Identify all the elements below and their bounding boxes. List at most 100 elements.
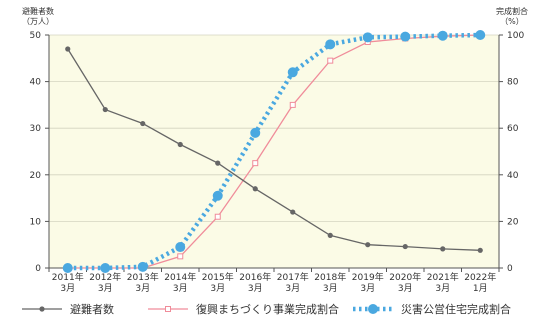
right-tick-label: 80 — [507, 78, 519, 88]
left-tick-label: 30 — [30, 124, 42, 134]
x-tick-label-year: 2021年 — [427, 271, 459, 283]
x-tick-label-year: 2017年 — [277, 271, 309, 283]
x-tick-label-month: 3月 — [398, 283, 413, 294]
x-tick-label-month: 3月 — [435, 283, 450, 294]
x-tick-label-month: 3月 — [173, 283, 188, 294]
left-tick-label: 10 — [30, 217, 42, 227]
x-tick-label-year: 2012年 — [89, 271, 121, 283]
x-tick-label-year: 2014年 — [164, 271, 196, 283]
data-point — [212, 190, 223, 201]
x-tick-labels: 2011年3月2012年3月2013年3月2014年3月2015年3月2016年… — [52, 271, 496, 294]
data-point — [250, 127, 261, 138]
legend: 避難者数 復興まちづくり事業完成割合 災害公営住宅完成割合 — [22, 302, 511, 316]
data-point — [137, 261, 148, 272]
legend-item: 避難者数 — [22, 302, 114, 316]
legend-swatch-marker — [165, 306, 171, 312]
legend-swatch-marker — [368, 304, 378, 314]
series-2 — [62, 30, 486, 273]
x-tick-label-month: 3月 — [210, 283, 225, 294]
data-point — [175, 242, 186, 253]
x-tick-label-year: 2018年 — [314, 271, 346, 283]
x-tick-label-year: 2020年 — [389, 271, 421, 283]
data-point — [215, 160, 221, 166]
legend-swatch-marker — [39, 306, 45, 312]
x-tick-label-month: 3月 — [248, 283, 263, 294]
right-tick-label: 100 — [507, 31, 524, 41]
series-0 — [65, 46, 483, 253]
left-tick-label: 0 — [35, 264, 41, 274]
data-point — [289, 101, 296, 108]
series-line — [67, 34, 481, 269]
data-point — [362, 32, 373, 43]
left-tick-label: 50 — [30, 31, 42, 41]
data-point — [327, 232, 333, 238]
series-line — [67, 48, 481, 251]
data-point — [440, 246, 446, 252]
right-tick-labels: 0 20 40 60 80 100 — [507, 31, 524, 274]
data-point — [177, 253, 184, 260]
right-axis-title-line2: （%） — [500, 17, 524, 26]
left-tick-label: 20 — [30, 171, 42, 181]
plot-area — [49, 35, 499, 268]
right-tick-label: 60 — [507, 124, 519, 134]
x-tick-label-month: 3月 — [135, 283, 150, 294]
legend-item: 復興まちづくり事業完成割合 — [148, 302, 339, 316]
left-tick-label: 40 — [30, 78, 42, 88]
data-point — [214, 213, 221, 220]
data-point — [65, 46, 71, 52]
x-tick-label-month: 3月 — [98, 283, 113, 294]
x-tick-label-year: 2011年 — [52, 271, 84, 283]
x-tick-label-year: 2013年 — [127, 271, 159, 283]
data-point — [327, 57, 334, 64]
right-axis-title-line1: 完成割合 — [496, 6, 528, 16]
grid — [49, 34, 499, 222]
x-tick-label-year: 2019年 — [352, 271, 384, 283]
left-tick-labels: 0 10 20 30 40 50 — [30, 31, 42, 274]
data-point — [365, 242, 371, 248]
x-tick-label-year: 2016年 — [239, 271, 271, 283]
data-point — [477, 247, 483, 253]
left-axis-title-line1: 避難者数 — [22, 6, 54, 16]
x-tick-label-month: 1月 — [473, 283, 488, 294]
data-point — [62, 263, 73, 273]
x-tick-label-month: 3月 — [285, 283, 300, 294]
series-line — [67, 32, 481, 271]
data-point — [140, 120, 146, 127]
x-tick-label-month: 3月 — [60, 283, 75, 294]
data-point — [475, 30, 486, 40]
data-point — [100, 263, 111, 273]
legend-label: 災害公営住宅完成割合 — [401, 302, 511, 316]
left-axis-title-line2: （万人） — [22, 17, 54, 26]
right-tick-label: 0 — [507, 264, 513, 274]
x-tick-label-month: 3月 — [323, 283, 338, 294]
data-point — [102, 106, 108, 113]
data-point — [290, 209, 296, 215]
data-point — [325, 39, 336, 50]
legend-item: 災害公営住宅完成割合 — [353, 302, 511, 316]
data-point — [252, 160, 259, 167]
x-tick-label-year: 2015年 — [202, 271, 234, 283]
right-tick-label: 40 — [507, 171, 519, 181]
data-point — [402, 243, 408, 250]
x-tick-label-year: 2022年 — [464, 271, 496, 283]
legend-label: 避難者数 — [70, 302, 114, 316]
data-point — [287, 67, 298, 78]
data-point — [252, 186, 258, 192]
x-tick-label-month: 3月 — [360, 283, 375, 294]
right-tick-label: 20 — [507, 217, 519, 227]
data-point — [177, 141, 183, 148]
data-point — [400, 31, 411, 42]
